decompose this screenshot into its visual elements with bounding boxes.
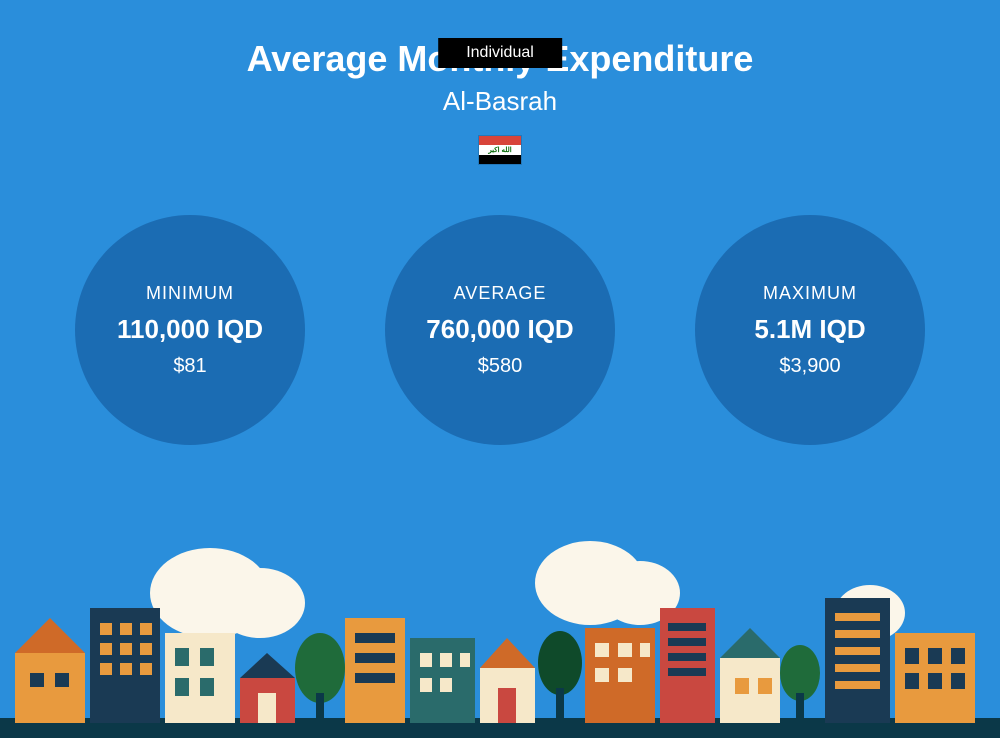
stat-label: MAXIMUM — [763, 283, 857, 304]
flag-text: الله اكبر — [488, 146, 511, 154]
cityscape-illustration — [0, 538, 1000, 738]
stat-circles-row: MINIMUM 110,000 IQD $81 AVERAGE 760,000 … — [0, 215, 1000, 445]
category-tag: Individual — [438, 38, 562, 68]
stat-circle-minimum: MINIMUM 110,000 IQD $81 — [75, 215, 305, 445]
flag-stripe-bot — [479, 155, 521, 164]
stat-main-value: 760,000 IQD — [426, 314, 573, 345]
flag-icon: الله اكبر — [478, 135, 522, 165]
stat-sub-value: $81 — [173, 355, 206, 378]
flag-stripe-top — [479, 136, 521, 145]
stat-circle-maximum: MAXIMUM 5.1M IQD $3,900 — [695, 215, 925, 445]
stat-circle-average: AVERAGE 760,000 IQD $580 — [385, 215, 615, 445]
stat-main-value: 110,000 IQD — [117, 314, 263, 345]
stat-label: MINIMUM — [146, 283, 234, 304]
flag-stripe-mid: الله اكبر — [479, 145, 521, 154]
page-subtitle: Al-Basrah — [0, 86, 1000, 117]
stat-sub-value: $580 — [478, 355, 523, 378]
stat-sub-value: $3,900 — [779, 355, 840, 378]
stat-main-value: 5.1M IQD — [754, 314, 865, 345]
stat-label: AVERAGE — [454, 283, 547, 304]
